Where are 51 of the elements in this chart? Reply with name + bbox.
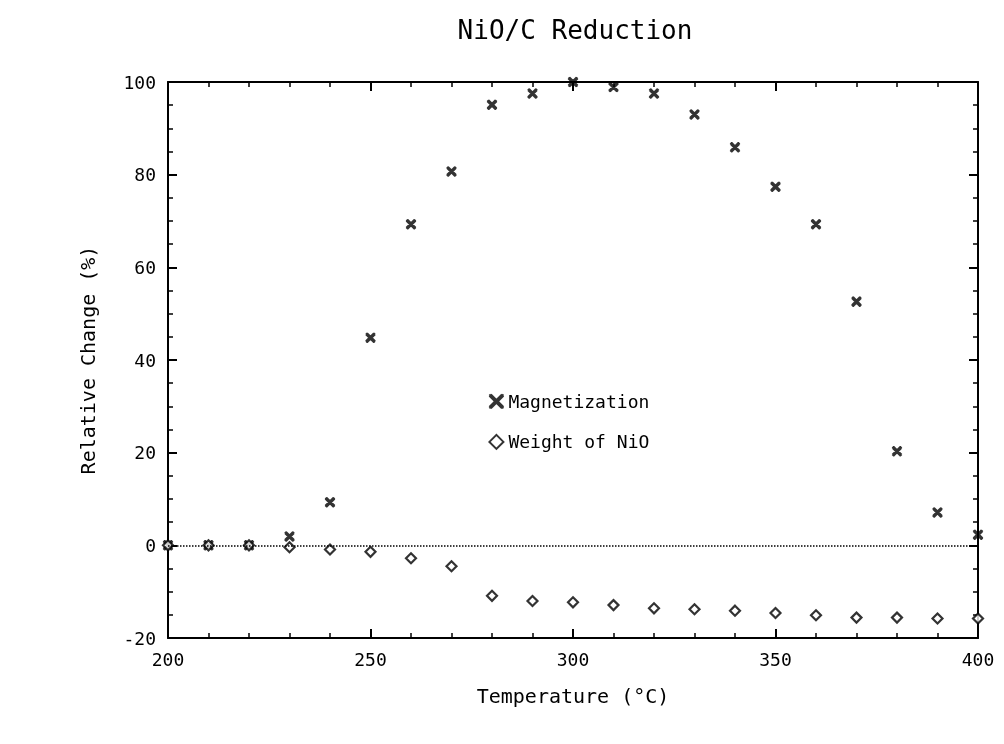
point: [526, 594, 539, 608]
point: [485, 589, 499, 602]
point: [850, 611, 863, 624]
point: [728, 604, 742, 617]
point: [971, 612, 985, 625]
point: [769, 181, 782, 193]
y-tick-label: 40: [134, 349, 156, 371]
point: [809, 609, 823, 622]
x-tick-label: 250: [354, 648, 387, 670]
point: [850, 296, 863, 308]
x-tick-label: 400: [961, 648, 995, 670]
point: [404, 552, 418, 565]
x-tick-label: 350: [759, 648, 792, 670]
point: [688, 108, 701, 121]
x-tick-label: 200: [151, 648, 185, 670]
y-tick-label: 60: [134, 256, 156, 278]
point: [891, 445, 903, 457]
point: [364, 332, 377, 344]
legend-label: Weight of NiO: [508, 431, 650, 453]
point: [890, 611, 904, 624]
point: [566, 596, 580, 609]
y-tick-label: -20: [123, 627, 156, 649]
point: [567, 76, 579, 88]
point: [283, 530, 296, 543]
point: [648, 87, 660, 100]
point: [688, 603, 701, 616]
point: [729, 141, 741, 153]
point: [526, 87, 539, 100]
y-tick-label: 80: [134, 164, 156, 186]
point: [931, 612, 944, 625]
chart-title: NiO/C Reduction: [457, 15, 693, 45]
legend-label: Magnetization: [508, 390, 650, 412]
point: [769, 606, 782, 620]
x-axis-title: Temperature (°C): [476, 684, 670, 708]
y-tick-label: 20: [134, 442, 156, 464]
point: [405, 218, 417, 230]
point: [647, 602, 661, 615]
y-tick-label: 0: [145, 534, 156, 556]
x-tick-label: 300: [556, 648, 590, 670]
point: [445, 560, 458, 573]
point: [324, 496, 336, 508]
point: [972, 529, 984, 541]
point: [445, 165, 458, 178]
point: [323, 543, 337, 556]
point: [607, 599, 620, 612]
point: [486, 99, 498, 111]
y-axis-title: Relative Change (%): [76, 245, 100, 475]
point: [364, 545, 377, 558]
point: [810, 218, 822, 230]
point: [931, 506, 944, 519]
y-tick-label: 100: [123, 71, 156, 93]
